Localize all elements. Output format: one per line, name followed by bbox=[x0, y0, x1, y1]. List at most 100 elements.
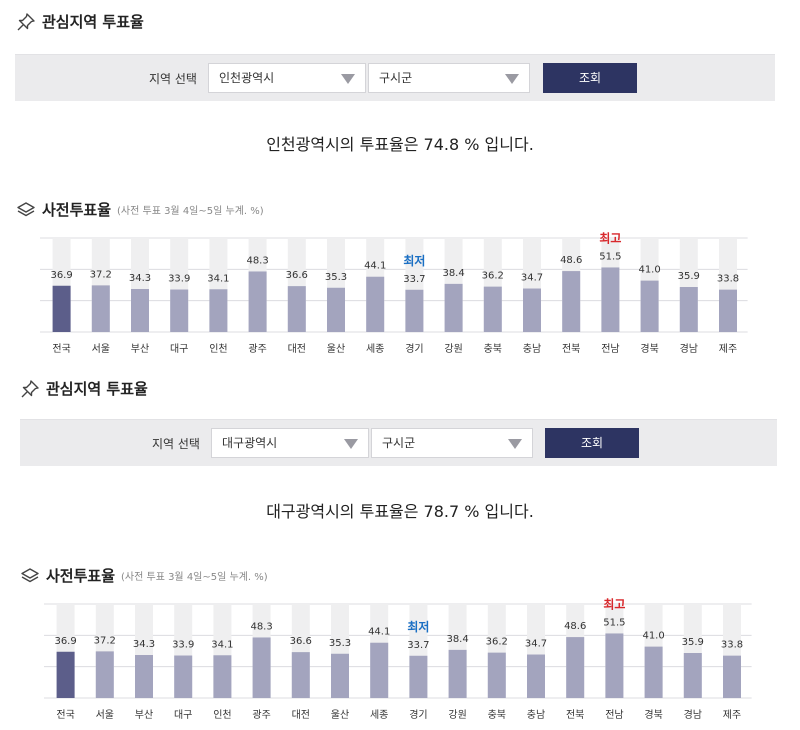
value-label: 35.3 bbox=[325, 272, 347, 283]
value-label: 34.3 bbox=[129, 273, 151, 284]
value-label: 38.4 bbox=[442, 268, 464, 279]
value-label: 35.9 bbox=[678, 271, 700, 282]
value-label: 48.3 bbox=[246, 255, 268, 266]
bar-전남 bbox=[605, 633, 624, 698]
bar-전국 bbox=[56, 651, 75, 698]
search-button[interactable]: 조회 bbox=[545, 428, 639, 458]
value-label: 33.9 bbox=[172, 640, 194, 651]
category-label: 서울 bbox=[96, 709, 114, 721]
value-label: 34.1 bbox=[207, 273, 229, 284]
pin-icon bbox=[16, 12, 36, 32]
sido-select-value: 대구광역시 bbox=[222, 436, 278, 450]
bar-제주 bbox=[723, 655, 741, 698]
category-label: 전국 bbox=[52, 343, 70, 355]
value-label: 41.0 bbox=[638, 265, 660, 276]
turnout-result-text: 대구광역시의 투표율은 78.7 % 입니다. bbox=[266, 502, 534, 521]
interest-region-section-1: 관심지역 투표율 지역 선택 인천광역시 구시군 조회 인천광역시의 투표율은 … bbox=[15, 12, 775, 355]
bar-인천 bbox=[213, 655, 232, 698]
search-button[interactable]: 조회 bbox=[543, 63, 637, 93]
bar-부산 bbox=[135, 655, 153, 698]
bar-경남 bbox=[683, 653, 702, 698]
category-label: 대전 bbox=[288, 343, 306, 355]
category-label: 제주 bbox=[719, 343, 737, 355]
value-label: 36.2 bbox=[486, 637, 508, 648]
category-label: 대구 bbox=[174, 709, 192, 721]
category-label: 강원 bbox=[448, 709, 466, 721]
value-label: 36.6 bbox=[286, 270, 308, 281]
bar-경기 bbox=[409, 655, 428, 698]
value-label: 44.1 bbox=[368, 627, 390, 638]
layers-icon bbox=[16, 200, 36, 220]
chevron-down-icon bbox=[341, 74, 355, 84]
value-label: 38.4 bbox=[446, 634, 468, 645]
bar-경북 bbox=[640, 280, 659, 332]
bar-충남 bbox=[523, 288, 541, 332]
early-vote-note: (사전 투표 3월 4일~5일 누계. %) bbox=[117, 206, 264, 217]
value-label: 48.6 bbox=[560, 255, 582, 266]
category-label: 전국 bbox=[56, 709, 74, 721]
value-label: 34.7 bbox=[525, 639, 547, 650]
bar-제주 bbox=[719, 289, 737, 332]
filter-label: 지역 선택 bbox=[149, 72, 197, 86]
value-label: 33.8 bbox=[721, 640, 743, 651]
early-vote-title: 사전투표율 (사전 투표 3월 4일~5일 누계. %) bbox=[20, 565, 268, 586]
category-label: 인천 bbox=[209, 343, 227, 355]
bar-경기 bbox=[405, 289, 424, 332]
category-label: 경북 bbox=[644, 708, 662, 721]
annotation-label: 최저 bbox=[407, 619, 429, 634]
pin-icon bbox=[20, 379, 40, 399]
bar-경북 bbox=[644, 646, 663, 698]
filter-label: 지역 선택 bbox=[152, 437, 200, 451]
interest-title-text: 관심지역 투표율 bbox=[42, 13, 144, 31]
value-label: 36.6 bbox=[290, 636, 312, 647]
value-label: 41.0 bbox=[642, 631, 664, 642]
category-label: 전남 bbox=[605, 709, 623, 721]
category-label: 제주 bbox=[723, 709, 741, 721]
early-vote-chart-svg: 36.9 전국 37.2 서울 34.3 부산 33.9 대구 34.1 인천 48.3 광주 36.6… bbox=[44, 596, 752, 721]
sigungu-select[interactable]: 구시군 bbox=[371, 428, 533, 458]
bar-충북 bbox=[483, 286, 502, 332]
category-label: 인천 bbox=[213, 709, 231, 721]
value-label: 37.2 bbox=[94, 635, 116, 646]
bar-전남 bbox=[601, 267, 620, 332]
value-label: 33.8 bbox=[717, 274, 739, 285]
category-label: 경남 bbox=[680, 342, 698, 355]
chevron-down-icon bbox=[344, 439, 358, 449]
bar-서울 bbox=[91, 285, 110, 332]
value-label: 51.5 bbox=[603, 617, 625, 628]
category-label: 경남 bbox=[684, 708, 702, 721]
sido-select[interactable]: 대구광역시 bbox=[211, 428, 369, 458]
category-label: 부산 bbox=[131, 343, 149, 355]
category-label: 경기 bbox=[405, 342, 423, 355]
category-label: 대구 bbox=[170, 343, 188, 355]
interest-title-text: 관심지역 투표율 bbox=[46, 380, 148, 398]
bar-강원 bbox=[448, 649, 467, 698]
bar-서울 bbox=[95, 651, 114, 698]
bar-전북 bbox=[566, 637, 585, 698]
sigungu-select-value: 구시군 bbox=[379, 71, 413, 85]
category-label: 광주 bbox=[248, 343, 266, 355]
bar-대구 bbox=[174, 655, 193, 698]
category-label: 충남 bbox=[527, 709, 545, 721]
category-label: 전북 bbox=[562, 343, 580, 355]
bar-대구 bbox=[170, 289, 189, 332]
value-label: 36.9 bbox=[50, 270, 72, 281]
value-label: 33.7 bbox=[403, 274, 425, 285]
category-label: 서울 bbox=[92, 343, 110, 355]
sido-select[interactable]: 인천광역시 bbox=[208, 63, 366, 93]
category-label: 전남 bbox=[601, 343, 619, 355]
annotation-label: 최고 bbox=[599, 230, 621, 245]
bar-광주 bbox=[248, 271, 267, 332]
category-label: 경기 bbox=[409, 708, 427, 721]
bar-전북 bbox=[562, 271, 581, 332]
sigungu-select[interactable]: 구시군 bbox=[368, 63, 530, 93]
region-filter-bar: 지역 선택 대구광역시 구시군 조회 bbox=[20, 419, 777, 466]
category-label: 경북 bbox=[640, 342, 658, 355]
interest-title: 관심지역 투표율 bbox=[20, 378, 148, 399]
sigungu-select-value: 구시군 bbox=[382, 436, 416, 450]
bar-경남 bbox=[679, 287, 698, 332]
annotation-label: 최고 bbox=[603, 596, 625, 611]
value-label: 33.7 bbox=[407, 640, 429, 651]
early-vote-title-text: 사전투표율 bbox=[46, 567, 116, 585]
bar-울산 bbox=[327, 287, 345, 332]
